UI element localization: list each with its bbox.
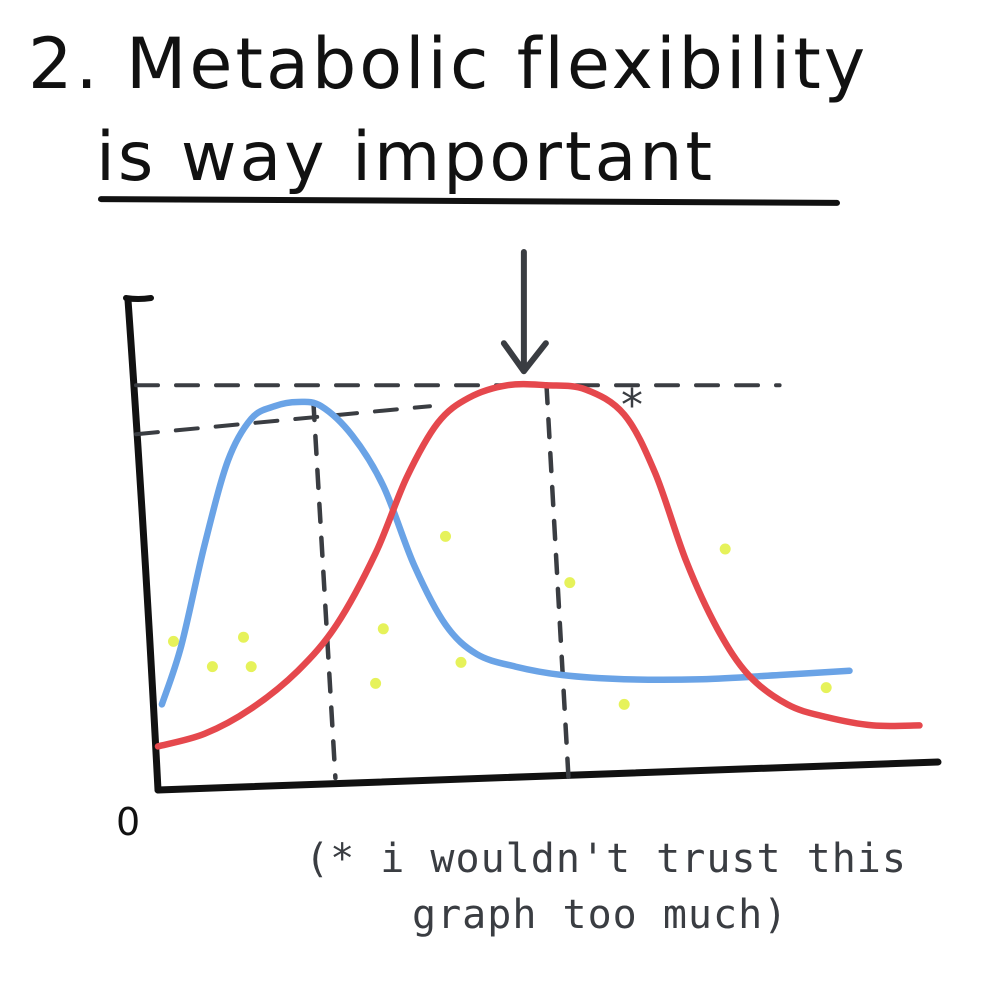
scatter-dot-7 <box>440 530 451 542</box>
scatter-dot-8 <box>455 656 467 668</box>
horizontal-dashed-line-3 <box>134 404 432 437</box>
scatter-dot-6 <box>377 623 389 635</box>
scatter-dot-12 <box>820 682 832 694</box>
scatter-dot-4 <box>245 661 257 673</box>
scatter-dot-2 <box>206 661 218 673</box>
x-axis <box>154 758 942 794</box>
scatter-dot-3 <box>238 631 249 643</box>
scatter-dot-10 <box>618 698 630 710</box>
scatter-dot-5 <box>370 677 382 689</box>
asterisk-mark: * <box>621 380 643 431</box>
footnote-line-2: graph too much) <box>412 892 789 938</box>
scatter-dot-11 <box>719 543 731 555</box>
chart-title-line-2: is way important <box>96 118 716 197</box>
y-axis <box>124 296 162 794</box>
vertical-dashed-line-1 <box>311 399 338 781</box>
blue-series-line <box>158 398 853 708</box>
scatter-dots <box>168 530 832 710</box>
down-arrow-icon <box>500 249 549 375</box>
footnote-line-1: (* i wouldn't trust this <box>305 836 907 882</box>
red-series-line <box>154 380 923 750</box>
scatter-dot-1 <box>168 635 179 647</box>
annotation-marks: * <box>500 249 643 431</box>
chart-title-line-1: 2. Metabolic flexibility <box>28 23 869 105</box>
origin-label: 0 <box>116 800 141 844</box>
series-lines <box>154 380 923 750</box>
reference-lines <box>134 382 782 781</box>
axes <box>123 295 942 794</box>
scatter-dot-9 <box>564 577 576 589</box>
